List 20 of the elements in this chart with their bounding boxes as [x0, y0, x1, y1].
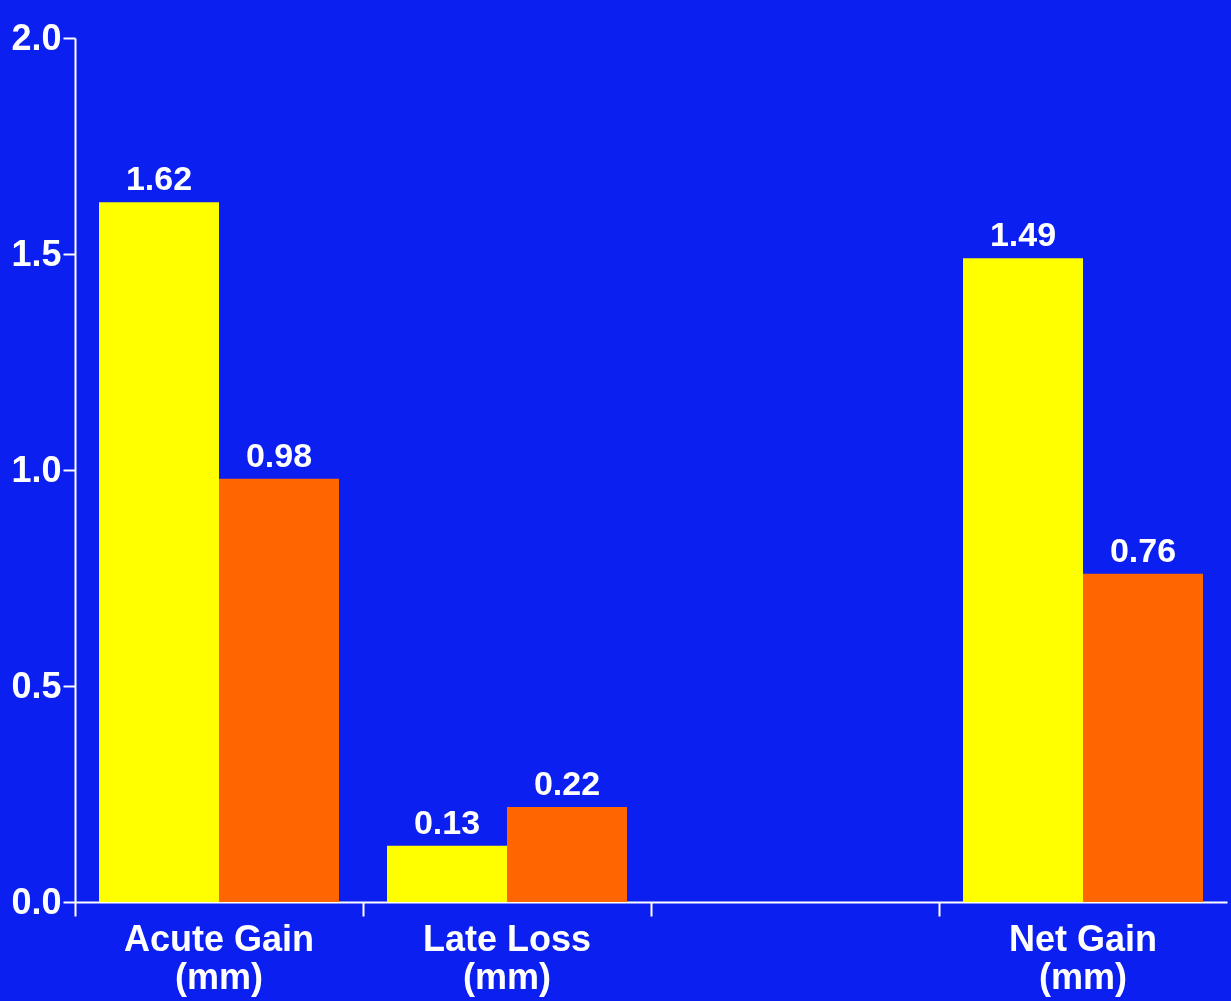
x-tick-label: Late Loss (mm)	[422, 917, 592, 997]
bar	[219, 478, 339, 902]
y-tick-label: 2.0	[11, 16, 62, 58]
data-label: 0.98	[245, 435, 313, 474]
data-label: 1.49	[989, 215, 1057, 254]
data-label: 1.62	[125, 159, 193, 198]
data-label: 0.13	[413, 802, 481, 841]
bar	[387, 845, 507, 902]
y-tick-label: 1.5	[11, 232, 62, 274]
x-tick-label: Acute Gain (mm)	[123, 917, 315, 997]
bar	[963, 258, 1083, 902]
bar	[99, 202, 219, 902]
y-tick-label: 0.5	[11, 664, 62, 706]
x-tick-label: Net Gain (mm)	[1008, 917, 1158, 997]
bar	[507, 806, 627, 902]
bar	[1083, 573, 1203, 902]
y-tick-label: 0.0	[11, 880, 62, 922]
data-label: 0.22	[533, 763, 601, 802]
y-tick-label: 1.0	[11, 448, 62, 490]
data-label: 0.76	[1109, 530, 1177, 569]
